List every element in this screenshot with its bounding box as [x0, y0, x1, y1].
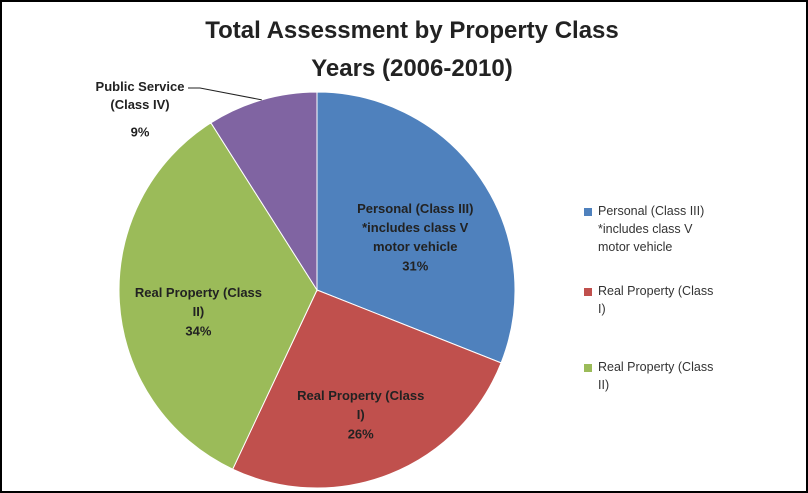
- pie-slice: [118, 122, 318, 470]
- slice-label: Real Property (Class I): [297, 388, 424, 422]
- legend-swatch: [584, 288, 592, 296]
- legend-swatch: [584, 208, 592, 216]
- legend-label: Real Property (Class II): [598, 360, 713, 392]
- slice-label: Public Service (Class IV): [96, 79, 185, 112]
- chart-title: Total Assessment by Property Class Years …: [205, 17, 618, 82]
- slice-label: Real Property (Class II): [135, 285, 262, 319]
- legend-label: Real Property (Class I): [598, 284, 713, 316]
- legend-swatch: [584, 364, 592, 372]
- leader-line: [188, 87, 262, 101]
- slice-value-label: 26%: [348, 426, 374, 441]
- slice-value-label: 31%: [402, 259, 428, 274]
- pie-slice: [232, 289, 502, 489]
- slice-value-label: 34%: [185, 323, 211, 338]
- slice-value-label: 9%: [131, 124, 150, 139]
- pie-slice: [316, 91, 516, 364]
